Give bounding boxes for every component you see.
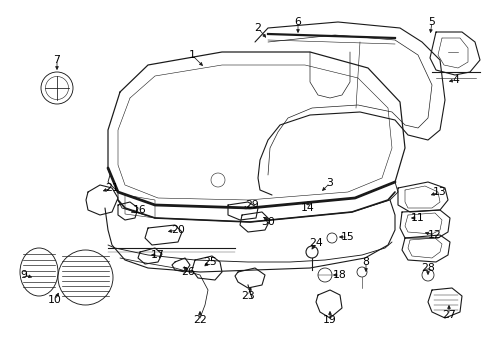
Text: 30: 30	[261, 217, 274, 227]
Text: 13: 13	[432, 187, 446, 197]
Text: 6: 6	[294, 17, 301, 27]
Text: 10: 10	[48, 295, 62, 305]
Text: 26: 26	[181, 267, 195, 277]
Text: 9: 9	[20, 270, 27, 280]
Text: 16: 16	[133, 205, 146, 215]
Text: 23: 23	[241, 291, 254, 301]
Text: 5: 5	[427, 17, 434, 27]
Text: 12: 12	[427, 230, 441, 240]
Text: 21: 21	[105, 183, 119, 193]
Text: 22: 22	[193, 315, 206, 325]
Text: 17: 17	[151, 250, 164, 260]
Text: 25: 25	[203, 257, 217, 267]
Text: 11: 11	[410, 213, 424, 223]
Text: 27: 27	[441, 310, 455, 320]
Text: 20: 20	[171, 225, 184, 235]
Text: 3: 3	[326, 178, 333, 188]
Text: 14: 14	[301, 203, 314, 213]
Text: 8: 8	[362, 257, 368, 267]
Text: 24: 24	[308, 238, 322, 248]
Text: 29: 29	[244, 200, 258, 210]
Text: 18: 18	[332, 270, 346, 280]
Text: 28: 28	[420, 263, 434, 273]
Text: 4: 4	[451, 75, 459, 85]
Text: 15: 15	[341, 232, 354, 242]
Text: 2: 2	[254, 23, 261, 33]
Text: 19: 19	[323, 315, 336, 325]
Text: 7: 7	[54, 55, 61, 65]
Text: 1: 1	[188, 50, 195, 60]
